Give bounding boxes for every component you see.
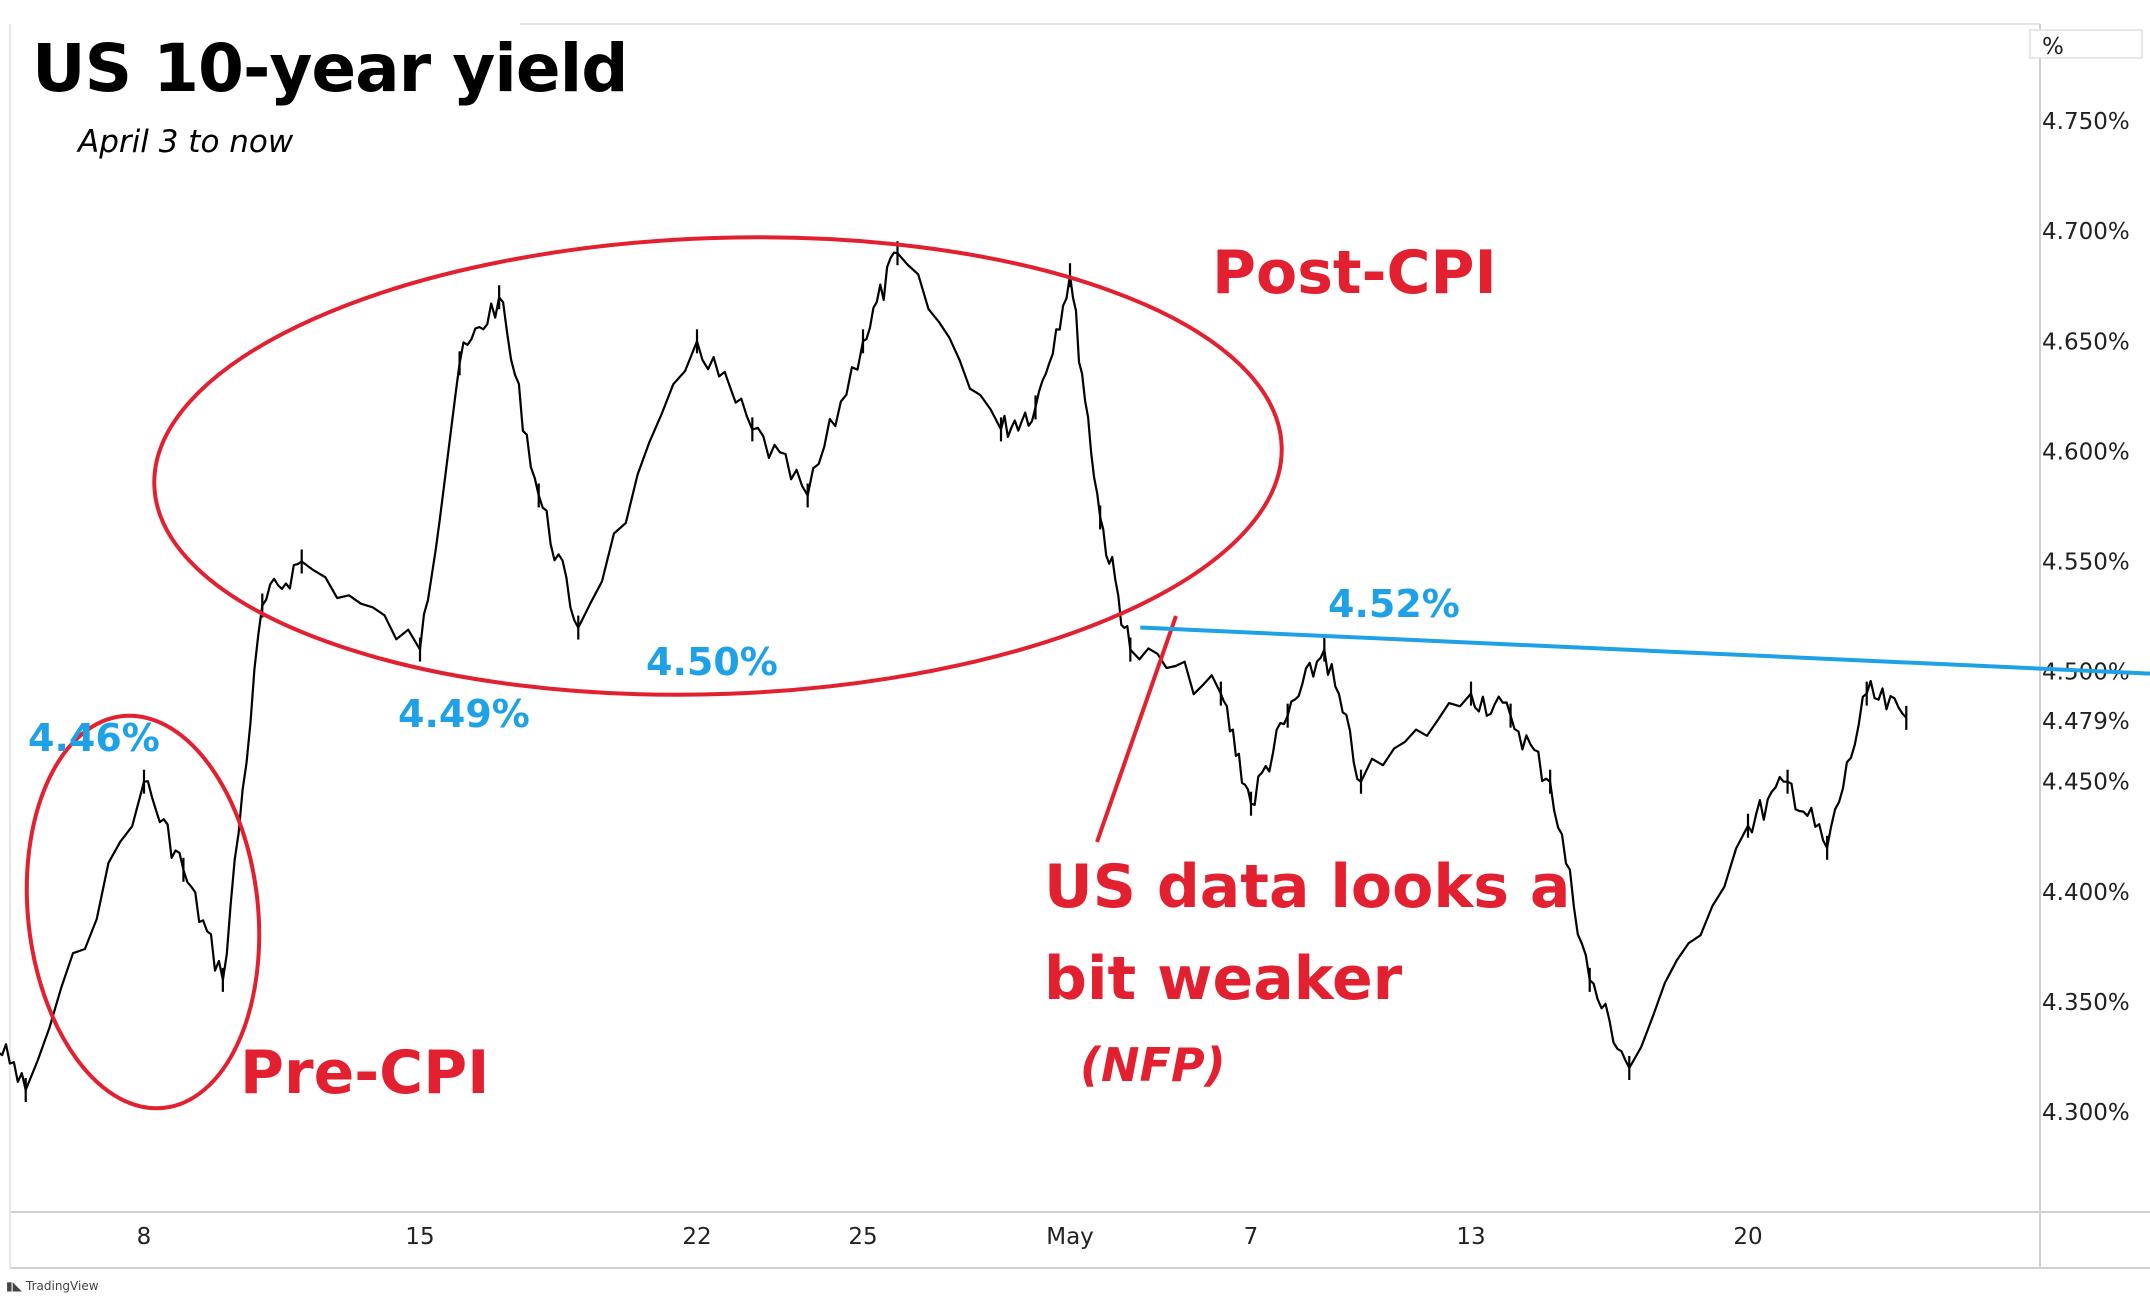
y-axis-ticks: 4.300%4.350%4.400%4.450%4.500%4.550%4.60… (2042, 109, 2130, 1126)
y-tick-label: 4.600% (2042, 439, 2130, 465)
yield-series (0, 241, 1908, 1102)
y-tick-label: 4.400% (2042, 880, 2130, 906)
chart-subtitle: April 3 to now (78, 124, 294, 160)
yield-line (0, 251, 1908, 1092)
x-tick-label: 20 (1733, 1224, 1762, 1250)
x-tick-label: 7 (1244, 1224, 1259, 1250)
y-tick-label: 4.450% (2042, 770, 2130, 796)
tradingview-logo: ▮◣ TradingView (6, 1279, 99, 1293)
chart-title: US 10-year yield (32, 30, 628, 107)
last-value-label: 4.479% (2042, 709, 2130, 735)
unit-box (2029, 29, 2143, 59)
us-data-label-line1: US data looks a (1044, 852, 1571, 922)
level-452-label: 4.52% (1328, 582, 1460, 626)
y-tick-label: 4.650% (2042, 329, 2130, 355)
resistance-trendline (1140, 625, 2150, 676)
x-tick-label: May (1046, 1224, 1094, 1250)
y-tick-label: 4.750% (2042, 109, 2130, 135)
pre-cpi-label: Pre-CPI (240, 1038, 490, 1108)
post-cpi-label: Post-CPI (1212, 238, 1497, 308)
level-446-label: 4.46% (28, 716, 160, 760)
annotation-shapes (24, 235, 2150, 1111)
y-tick-label: 4.700% (2042, 219, 2130, 245)
unit-label: % (2042, 34, 2064, 60)
level-450-label: 4.50% (646, 640, 778, 684)
x-tick-label: 13 (1456, 1224, 1485, 1250)
post-cpi-ellipse (152, 235, 1284, 697)
x-tick-label: 15 (405, 1224, 434, 1250)
x-axis-ticks: 8 15 22 25 May 7 13 20 (137, 1224, 1763, 1250)
tradingview-text: TradingView (26, 1279, 99, 1293)
pre-cpi-ellipse (24, 713, 262, 1111)
y-tick-label: 4.350% (2042, 990, 2130, 1016)
us-data-pointer-line (1095, 615, 1178, 843)
y-tick-label: 4.550% (2042, 550, 2130, 576)
tradingview-icon: ▮◣ (6, 1279, 27, 1293)
nfp-label: (NFP) (1080, 1038, 1226, 1092)
x-tick-label: 25 (848, 1224, 877, 1250)
x-tick-label: 8 (137, 1224, 152, 1250)
y-tick-label: 4.300% (2042, 1100, 2130, 1126)
x-tick-label: 22 (682, 1224, 711, 1250)
level-449-label: 4.49% (398, 692, 530, 736)
us-data-label-line2: bit weaker (1044, 944, 1403, 1014)
